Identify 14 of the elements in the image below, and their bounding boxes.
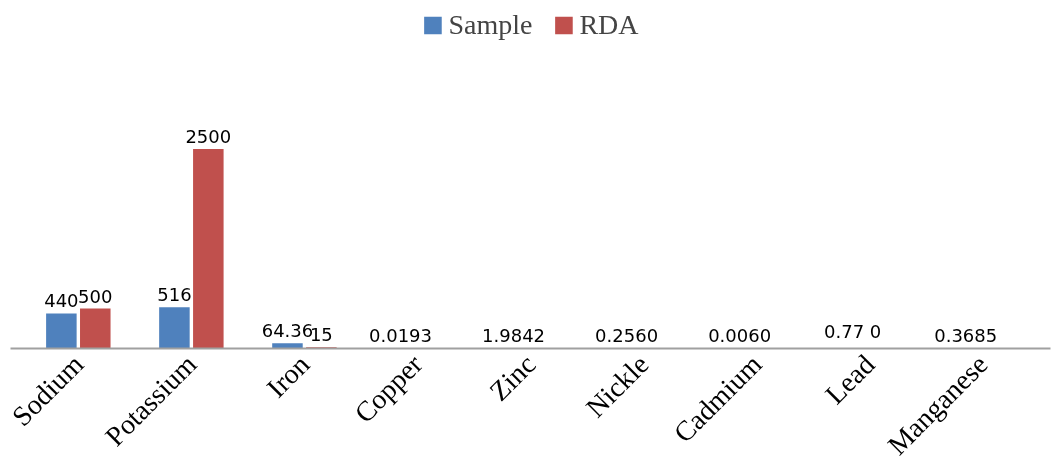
data-label: 0.0060 [708,325,772,347]
data-label: 516 [157,284,192,306]
data-label: 0.3685 [934,325,998,347]
data-label: 1.9842 [482,325,546,347]
data-label: 440 [44,290,79,312]
x-tick-label: Zinc [483,348,542,407]
data-label: 500 [78,285,113,307]
data-label: 0.77 0 [824,321,882,343]
legend-label: Sample [448,9,533,41]
legend-label: RDA [579,9,639,41]
data-label: 0.2560 [595,325,659,347]
data-label: 2500 [185,126,232,148]
x-tick-label: Iron [260,348,316,404]
data-label: 0.0193 [369,325,432,347]
